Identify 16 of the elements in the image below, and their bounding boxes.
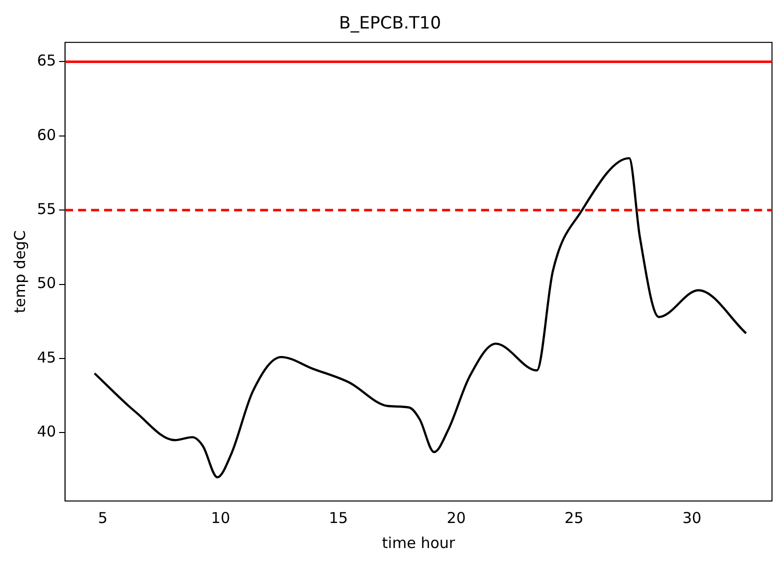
x-tick-label: 15 <box>328 508 348 527</box>
x-tick-label: 25 <box>564 508 584 527</box>
x-tick-label: 10 <box>211 508 230 527</box>
y-tick-label: 60 <box>36 126 56 144</box>
y-tick-label: 65 <box>36 52 56 70</box>
y-tick-label: 50 <box>36 274 56 292</box>
y-tick-label: 40 <box>36 422 56 441</box>
x-axis-title: time hour <box>382 534 456 552</box>
y-tick-label: 45 <box>36 348 56 366</box>
y-axis-title: temp degC <box>10 230 29 314</box>
line-series <box>93 157 748 478</box>
x-tick-label: 5 <box>98 508 108 527</box>
y-tick-label: 55 <box>36 200 56 218</box>
x-tick-label: 20 <box>446 508 466 527</box>
x-tick-label: 30 <box>682 508 702 527</box>
chart-title: B_EPCB.T10 <box>338 14 442 34</box>
